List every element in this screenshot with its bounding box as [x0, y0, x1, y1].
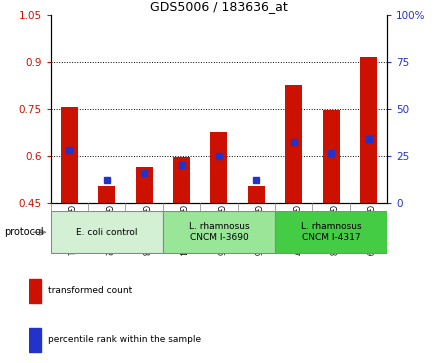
- Text: L. rhamnosus
CNCM I-3690: L. rhamnosus CNCM I-3690: [189, 222, 249, 242]
- Text: E. coli control: E. coli control: [76, 228, 137, 237]
- FancyBboxPatch shape: [163, 211, 275, 253]
- Bar: [136, 167, 153, 203]
- FancyBboxPatch shape: [51, 211, 163, 253]
- Bar: [248, 186, 265, 203]
- Bar: [173, 157, 190, 203]
- Bar: [29, 278, 41, 303]
- Text: percentile rank within the sample: percentile rank within the sample: [48, 335, 202, 344]
- Bar: [98, 186, 115, 203]
- Bar: [323, 110, 340, 203]
- Bar: [61, 107, 78, 203]
- Bar: [360, 57, 377, 203]
- Text: transformed count: transformed count: [48, 286, 132, 295]
- Bar: [210, 131, 227, 203]
- Bar: [29, 327, 41, 352]
- Bar: [285, 85, 302, 203]
- Text: protocol: protocol: [4, 227, 44, 237]
- FancyBboxPatch shape: [275, 211, 387, 253]
- Title: GDS5006 / 183636_at: GDS5006 / 183636_at: [150, 0, 288, 13]
- Text: L. rhamnosus
CNCM I-4317: L. rhamnosus CNCM I-4317: [301, 222, 361, 242]
